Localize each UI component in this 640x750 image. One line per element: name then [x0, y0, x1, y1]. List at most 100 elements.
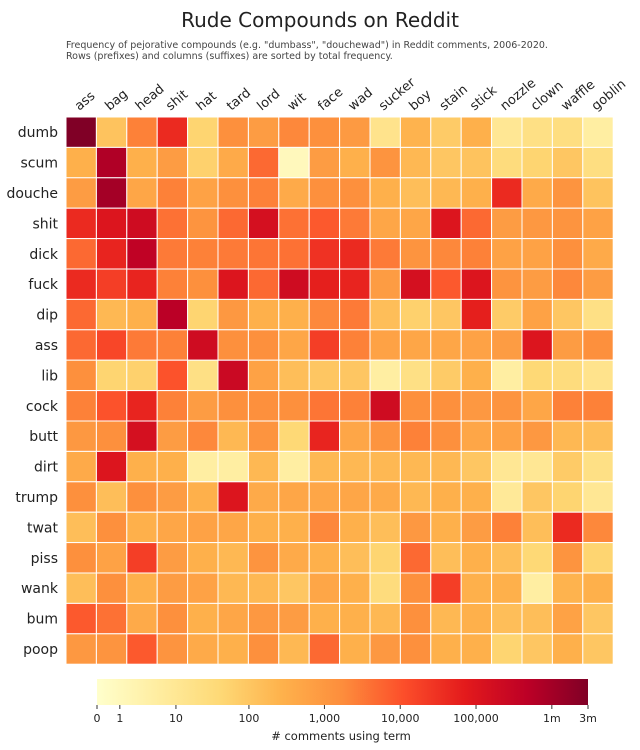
heatmap-cell — [460, 177, 493, 209]
heatmap-cell — [399, 116, 432, 148]
heatmap-cell — [217, 450, 249, 483]
heatmap-cell — [126, 572, 158, 604]
heatmap-cell — [187, 481, 219, 513]
heatmap-cell — [551, 390, 584, 422]
heatmap-cell — [65, 602, 97, 635]
heatmap-cell — [582, 542, 614, 574]
heatmap-cell — [65, 329, 97, 361]
heatmap-cell — [551, 602, 584, 635]
heatmap-cell — [65, 542, 97, 574]
heatmap-cell — [491, 572, 523, 604]
heatmap-cell — [308, 146, 341, 179]
heatmap-cell — [369, 238, 401, 270]
heatmap-cell — [582, 481, 614, 513]
column-label: shit — [163, 87, 191, 114]
heatmap-cell — [582, 207, 614, 240]
heatmap-cell — [187, 572, 219, 604]
heatmap-cell — [430, 298, 462, 331]
heatmap-cell — [247, 268, 280, 300]
heatmap-cell — [582, 116, 614, 148]
heatmap-cell — [491, 390, 523, 422]
heatmap-cell — [308, 268, 341, 300]
row-label: cock — [26, 399, 59, 415]
heatmap-cell — [339, 146, 371, 179]
heatmap-cell — [399, 146, 432, 179]
heatmap-cell — [582, 359, 614, 392]
heatmap-cell — [217, 481, 249, 513]
colorbar: 0 1 10 100 1,000 10,000 100,000 1m 3m — [94, 679, 597, 725]
heatmap-cell — [551, 146, 584, 179]
heatmap-cell — [582, 390, 614, 422]
heatmap-cell — [369, 511, 401, 544]
heatmap-cell — [430, 542, 462, 574]
heatmap-cell — [65, 268, 97, 300]
heatmap-cell — [247, 450, 280, 483]
chart-title: Rude Compounds on Reddit — [181, 8, 459, 32]
heatmap-cell — [460, 390, 493, 422]
row-label: dick — [29, 247, 58, 263]
heatmap-cell — [430, 390, 462, 422]
heatmap-cell — [491, 450, 523, 483]
heatmap-cell — [582, 298, 614, 331]
heatmap-cell — [95, 450, 128, 483]
heatmap-cell — [491, 207, 523, 240]
heatmap-cell — [521, 207, 553, 240]
heatmap-cell — [65, 450, 97, 483]
chart-subtitle-line-1: Frequency of pejorative compounds (e.g. … — [66, 40, 548, 51]
column-label: head — [133, 82, 168, 114]
heatmap-cell — [582, 602, 614, 635]
heatmap-cell — [65, 420, 97, 452]
heatmap-cell — [95, 177, 128, 209]
heatmap-cell — [308, 450, 341, 483]
heatmap-cell — [491, 359, 523, 392]
heatmap-cell — [430, 207, 462, 240]
heatmap-cell — [187, 329, 219, 361]
row-label: scum — [20, 156, 58, 172]
heatmap-cell — [521, 116, 553, 148]
heatmap-cell — [187, 177, 219, 209]
heatmap-cell — [65, 238, 97, 270]
heatmap-cell — [65, 146, 97, 179]
heatmap-cell — [217, 298, 249, 331]
colorbar-tick-label: 100,000 — [453, 712, 499, 725]
heatmap-cell — [95, 238, 128, 270]
heatmap-cell — [187, 146, 219, 179]
heatmap-cell — [521, 572, 553, 604]
heatmap-cell — [521, 420, 553, 452]
column-label: bag — [103, 87, 131, 114]
heatmap-cell — [156, 390, 189, 422]
heatmap-cell — [308, 329, 341, 361]
heatmap-cell — [399, 329, 432, 361]
heatmap-cell — [460, 511, 493, 544]
heatmap-cell — [521, 298, 553, 331]
heatmap-cell — [551, 116, 584, 148]
column-label: wit — [285, 90, 309, 114]
heatmap-cell — [399, 511, 432, 544]
heatmap-cell — [460, 542, 493, 574]
heatmap-cell — [582, 177, 614, 209]
heatmap-cell — [278, 268, 310, 300]
heatmap-cell — [217, 329, 249, 361]
row-label: ass — [35, 338, 58, 354]
heatmap-cell — [369, 207, 401, 240]
heatmap-cell — [65, 633, 97, 665]
heatmap-cell — [339, 238, 371, 270]
heatmap-cell — [126, 602, 158, 635]
colorbar-tick-label: 3m — [579, 712, 597, 725]
heatmap-cell — [582, 420, 614, 452]
colorbar-label: # comments using term — [271, 729, 411, 743]
heatmap-cell — [369, 450, 401, 483]
heatmap-cell — [65, 511, 97, 544]
chart-subtitle-line-2: Rows (prefixes) and columns (suffixes) a… — [66, 51, 393, 62]
heatmap-cell — [247, 420, 280, 452]
heatmap-cell — [156, 359, 189, 392]
colorbar-gradient — [97, 679, 588, 705]
heatmap-cell — [95, 542, 128, 574]
heatmap-cell — [399, 542, 432, 574]
heatmap-cell — [126, 298, 158, 331]
heatmap-cell — [460, 207, 493, 240]
heatmap-cell — [551, 481, 584, 513]
heatmap-cell — [369, 359, 401, 392]
